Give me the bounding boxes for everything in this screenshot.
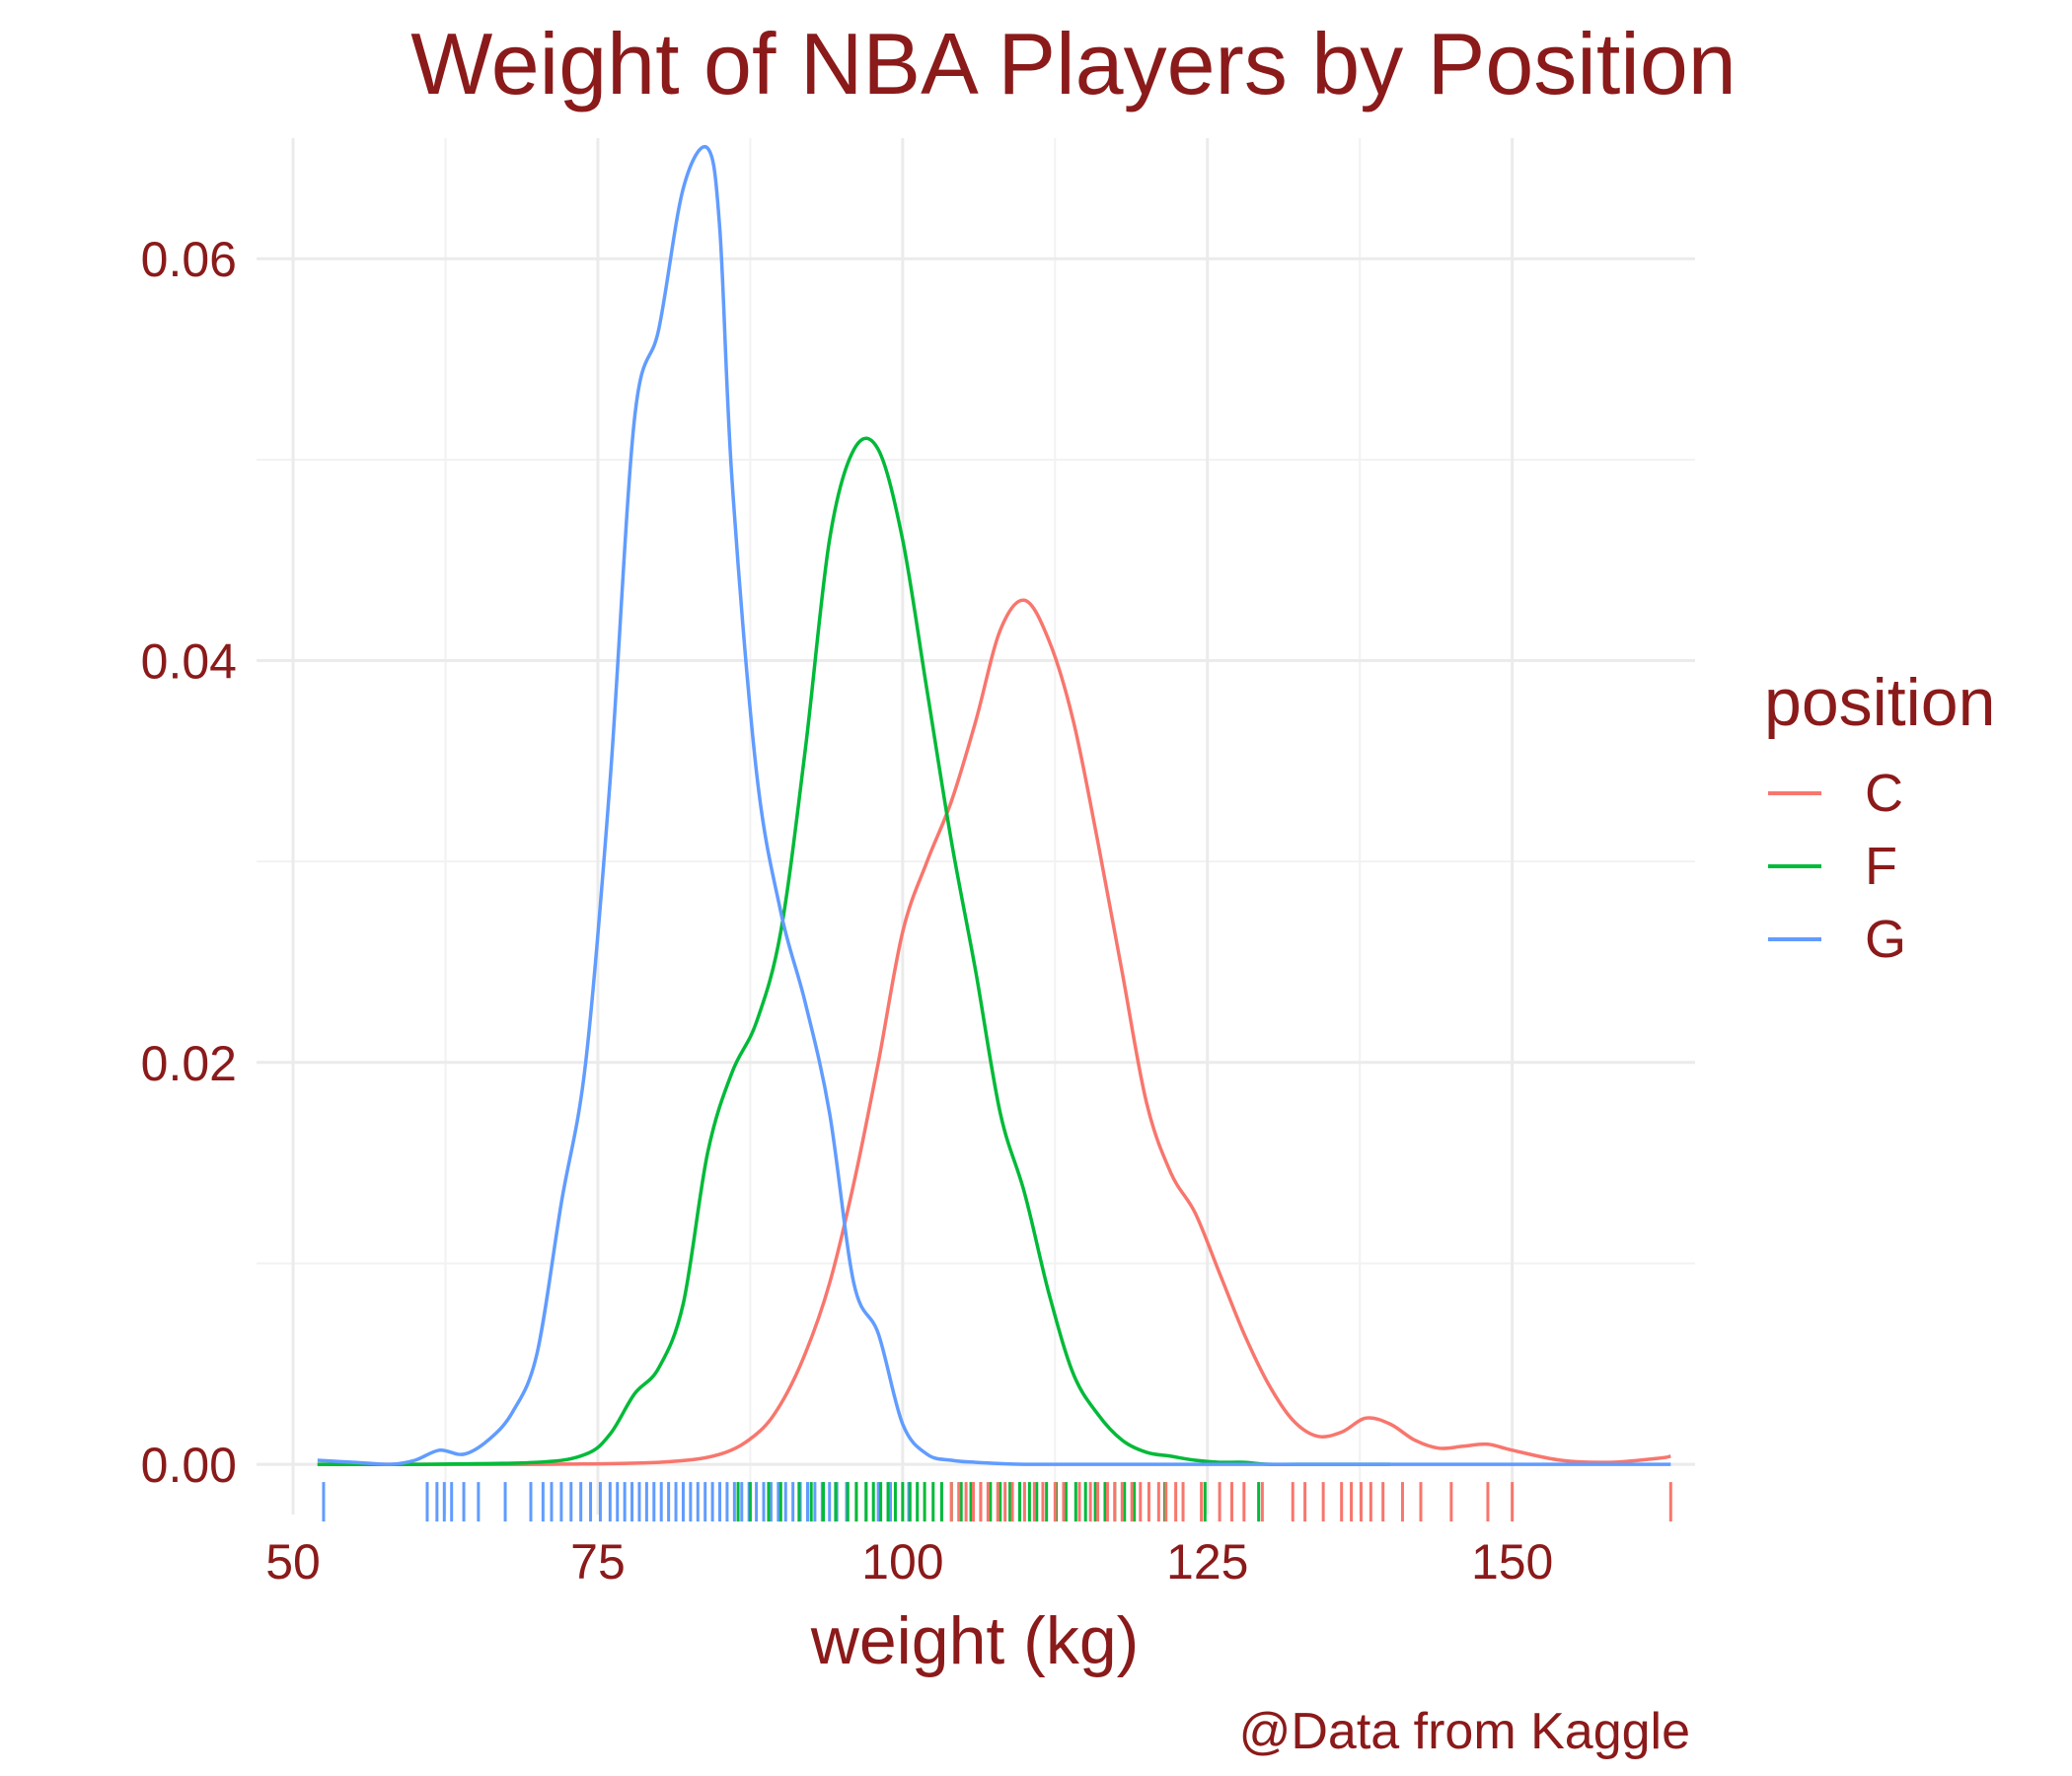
y-tick-label: 0.04 [141,633,237,689]
grid-lines [257,138,1695,1515]
density-line-f [317,436,1391,1466]
legend-items: CFG [1768,764,1906,969]
x-tick-label: 125 [1166,1534,1248,1590]
density-line-c [317,598,1671,1466]
density-lines [317,144,1671,1466]
legend-label-f: F [1865,837,1897,896]
legend-label-c: C [1865,764,1903,823]
x-tick-label: 50 [265,1534,321,1590]
x-tick-label: 100 [861,1534,943,1590]
legend-label-g: G [1865,910,1906,969]
legend: position CFG [1764,665,1995,969]
legend-title: position [1764,665,1995,740]
rug-marks [322,1482,1672,1522]
x-tick-label: 75 [570,1534,626,1590]
y-tick-label: 0.00 [141,1438,237,1493]
x-tick-label: 150 [1471,1534,1553,1590]
x-axis-title: weight (kg) [810,1603,1140,1678]
density-line-g [317,144,1671,1466]
y-tick-label: 0.06 [141,232,237,287]
caption: @Data from Kaggle [1239,1703,1690,1760]
x-axis-tick-labels: 50 75 100 125 150 [265,1534,1553,1590]
y-tick-label: 0.02 [141,1036,237,1091]
chart-title: Weight of NBA Players by Position [410,15,1736,112]
y-axis-tick-labels: 0.00 0.02 0.04 0.06 [141,232,237,1493]
